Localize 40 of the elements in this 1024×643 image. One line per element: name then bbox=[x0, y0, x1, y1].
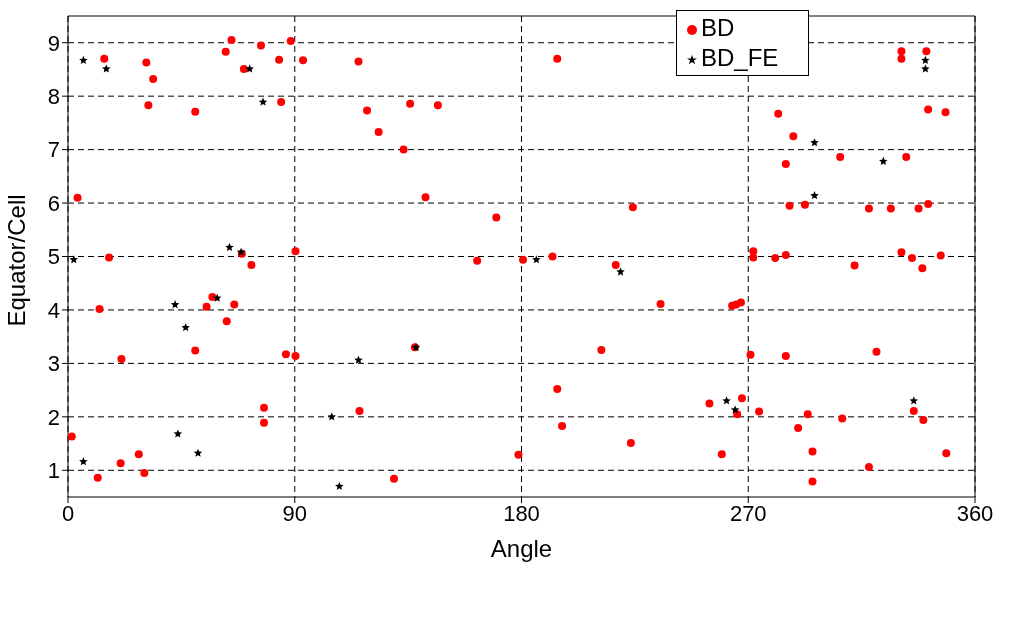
y-tick-label: 9 bbox=[47, 30, 60, 56]
y-tick-label: 8 bbox=[47, 83, 60, 109]
point bbox=[69, 255, 79, 264]
point bbox=[532, 255, 541, 264]
point bbox=[730, 405, 740, 414]
y-tick-label: 5 bbox=[47, 244, 60, 270]
y-tick-label: 4 bbox=[47, 297, 60, 323]
point bbox=[810, 191, 819, 200]
x-tick-label: 0 bbox=[61, 500, 75, 526]
y-tick-label: 2 bbox=[47, 404, 60, 430]
x-tick-label: 90 bbox=[282, 500, 307, 526]
point bbox=[354, 355, 363, 364]
point bbox=[225, 242, 234, 252]
point bbox=[173, 429, 183, 438]
point bbox=[102, 64, 111, 73]
point bbox=[921, 55, 930, 64]
y-tick-label: 1 bbox=[47, 458, 60, 484]
point bbox=[245, 64, 254, 73]
point bbox=[909, 396, 919, 405]
point bbox=[722, 396, 731, 405]
point bbox=[170, 300, 180, 309]
x-tick-label: 360 bbox=[956, 500, 994, 526]
point bbox=[79, 55, 88, 64]
x-tick-label: 270 bbox=[729, 500, 767, 526]
legend-label: BD_FE bbox=[701, 44, 779, 71]
point bbox=[181, 323, 190, 332]
point bbox=[921, 64, 930, 73]
x-tick-label: 180 bbox=[503, 500, 540, 526]
point bbox=[616, 267, 625, 276]
legend-label: BD bbox=[701, 14, 735, 41]
y-axis-title: Equator/Cell bbox=[2, 194, 30, 327]
y-tick-label: 7 bbox=[47, 137, 60, 163]
point bbox=[327, 412, 337, 421]
point bbox=[79, 457, 88, 466]
x-axis-title: Angle bbox=[490, 535, 553, 562]
y-tick-label: 3 bbox=[47, 351, 60, 377]
point bbox=[810, 138, 819, 147]
point bbox=[879, 156, 888, 166]
y-tick-label: 6 bbox=[47, 190, 60, 216]
point bbox=[335, 481, 344, 490]
